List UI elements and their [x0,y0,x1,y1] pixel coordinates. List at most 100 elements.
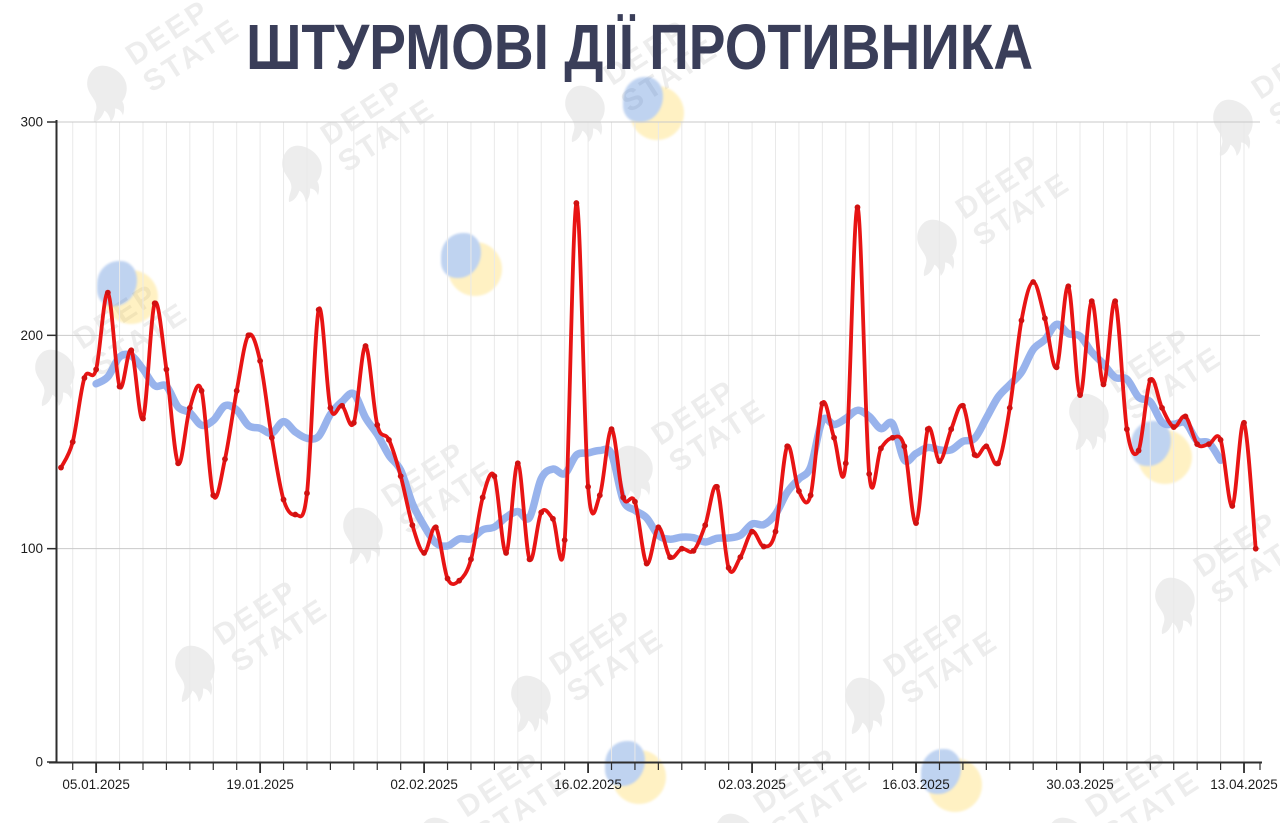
data-point-marker [995,460,1001,467]
deepstate-watermark: DEEP STATE [323,428,502,575]
deepstate-watermark: DEEP STATE [545,6,724,153]
logo-yellow-circle [928,758,982,812]
data-point-marker [503,550,509,556]
data-point-marker [1194,441,1201,448]
data-point-marker [257,358,264,364]
daily-series-line [59,201,1258,587]
deepstate-ghost-icon [174,645,215,702]
data-point-marker [1077,392,1083,398]
data-point-marker [620,494,627,501]
deepstate-watermark: DEEP STATE [67,0,246,133]
data-point-marker [1159,404,1165,411]
data-point-marker [479,494,486,501]
data-point-marker [386,436,392,443]
data-point-marker [198,387,205,394]
data-point-marker [1100,381,1107,388]
deepstate-watermark: DEEP STATE [491,596,670,743]
data-point-marker [362,343,369,349]
data-point-marker [1065,283,1072,290]
x-axis-label: 16.02.2025 [554,777,622,792]
data-point-marker [140,415,146,422]
data-point-marker [81,375,88,381]
deepstate-ghost-icon [916,219,957,276]
data-point-marker [315,306,322,313]
x-axis-label: 05.01.2025 [62,777,130,792]
deepstate-watermark: DEEP STATE [155,566,334,713]
data-point-marker [889,434,896,441]
data-point-marker [702,522,709,529]
data-point-marker [327,404,334,411]
data-point-marker [116,383,123,390]
data-point-marker [1147,377,1154,384]
data-point-marker [456,577,463,584]
data-point-marker [1088,298,1095,305]
data-point-marker [807,492,814,499]
data-point-marker [151,300,158,307]
data-point-marker [222,456,228,462]
deepstate-ghost-icon [281,145,322,202]
data-point-marker [936,458,943,465]
deepstate-ghost-icon [34,349,75,406]
data-point-marker [608,426,615,433]
data-point-marker [93,366,100,373]
data-point-marker [643,560,650,567]
data-point-marker [210,492,217,499]
data-point-marker [1041,315,1048,322]
data-point-marker [714,483,720,490]
data-point-marker [913,520,919,526]
deepstate-roundel-logo [623,77,684,140]
data-point-marker [550,515,556,522]
data-point-marker [831,434,837,441]
x-axis-label: 30.03.2025 [1046,777,1114,792]
data-point-marker [760,543,767,550]
page-title: ШТУРМОВІ ДІЇ ПРОТИВНИКА [246,11,1034,83]
data-point-marker [491,473,498,480]
data-point-marker [1229,503,1236,509]
deepstate-roundel-logo [1131,421,1192,484]
x-axis-label: 16.03.2025 [882,777,950,792]
data-point-marker [233,387,240,394]
data-point-marker [983,443,990,450]
y-axis-label: 100 [20,541,43,556]
deepstate-watermark: DEEP STATE [1135,498,1280,645]
x-axis-label: 02.03.2025 [718,777,786,792]
data-point-marker [1053,364,1060,371]
data-point-marker [924,426,931,433]
data-point-marker [1217,436,1224,443]
logo-yellow-circle [630,86,684,140]
data-point-marker [655,524,662,531]
deepstate-watermark: DEEP STATE [1193,20,1280,167]
data-point-marker [468,556,474,563]
data-point-marker [163,366,170,373]
data-point-marker [842,460,849,467]
deepstate-roundel-logo [97,261,158,324]
data-point-marker [749,528,755,535]
data-point-marker [561,537,568,544]
data-point-marker [350,419,357,426]
data-point-marker [1006,404,1013,411]
data-point-marker [1030,279,1037,285]
data-point-marker [374,422,381,428]
data-point-marker [128,347,135,354]
logo-yellow-circle [448,242,502,296]
data-point-marker [737,554,744,561]
deepstate-ghost-icon [86,65,127,122]
data-point-marker [268,434,275,441]
data-point-marker [667,554,673,561]
data-point-marker [1252,545,1259,552]
data-point-marker [538,509,545,516]
deepstate-watermark: DEEP STATE [15,270,194,417]
data-point-marker [58,464,64,471]
data-point-marker [104,289,111,296]
data-point-marker [409,522,416,529]
deepstate-ghost-icon [564,85,605,142]
data-point-marker [960,402,966,409]
deepstate-watermark: DEEP STATE [1049,314,1228,461]
data-point-marker [175,460,182,467]
data-point-marker [1135,447,1142,454]
smoothed-series-line [92,320,1225,550]
deepstate-watermark: DEEP STATE [262,66,441,213]
